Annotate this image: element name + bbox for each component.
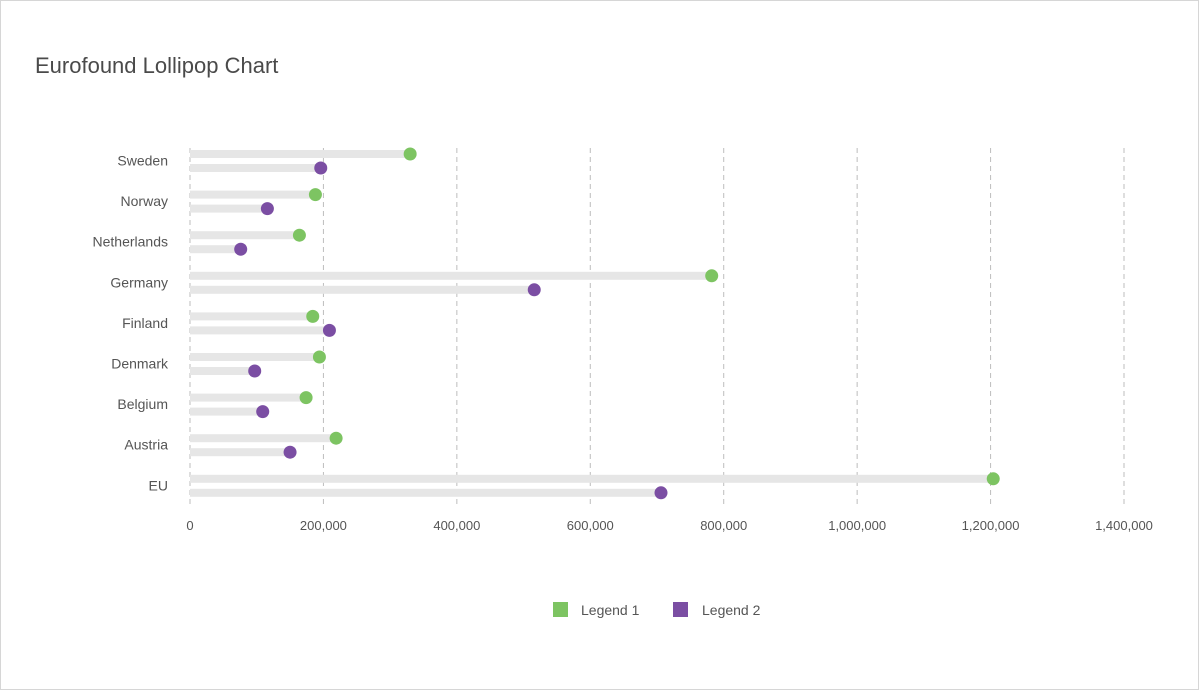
lollipop-dot (403, 147, 417, 161)
legend-item[interactable]: Legend 2 (673, 602, 761, 618)
x-tick-label: 800,000 (700, 518, 747, 533)
lollipop-dot (299, 391, 313, 405)
legend-swatch (673, 602, 688, 617)
dots (234, 147, 1000, 500)
category-label: Germany (110, 274, 168, 290)
x-tick-label: 200,000 (300, 518, 347, 533)
lollipop-dot (283, 445, 297, 459)
legend[interactable]: Legend 1 Legend 2 (553, 602, 761, 618)
lollipop-stem (190, 204, 268, 213)
x-tick-label: 1,200,000 (962, 518, 1020, 533)
lollipop-stem (190, 393, 307, 402)
category-label: EU (149, 477, 168, 493)
category-label: Denmark (111, 356, 169, 372)
lollipop-stem (190, 488, 662, 497)
x-tick-label: 400,000 (433, 518, 480, 533)
lollipop-stem (190, 367, 255, 375)
lollipop-stem (190, 434, 337, 443)
legend-item[interactable]: Legend 1 (553, 602, 640, 618)
x-tick-label: 1,400,000 (1095, 518, 1153, 533)
lollipop-dot (234, 242, 248, 256)
lollipop-stem (190, 285, 535, 294)
lollipop-stem (190, 353, 320, 361)
lollipop-stem (190, 190, 316, 199)
lollipop-dot (986, 472, 1000, 486)
lollipop-dot (256, 405, 270, 419)
gridlines (189, 148, 1125, 506)
x-axis-ticks: 0 200,000 400,000 600,000 800,000 1,000,000 1,… (186, 518, 1153, 533)
lollipop-stem (190, 448, 291, 457)
lollipop-stem (190, 474, 994, 483)
lollipop-dot (260, 202, 274, 216)
legend-label: Legend 2 (702, 602, 761, 618)
tracks (190, 150, 994, 497)
category-label: Netherlands (93, 234, 169, 250)
lollipop-dot (308, 188, 322, 202)
chart-title: Eurofound Lollipop Chart (35, 53, 279, 78)
category-label: Belgium (117, 396, 168, 412)
lollipop-dot (248, 364, 262, 378)
category-label: Austria (124, 437, 168, 453)
lollipop-stem (190, 164, 321, 172)
lollipop-stem (190, 312, 313, 321)
lollipop-dot (322, 323, 336, 337)
x-tick-label: 600,000 (567, 518, 614, 533)
category-labels: Sweden Norway Netherlands Germany Finland Den… (93, 153, 169, 494)
category-label: Sweden (117, 153, 168, 169)
lollipop-dot (314, 161, 328, 175)
lollipop-stem (190, 271, 712, 280)
x-tick-label: 0 (186, 518, 193, 533)
lollipop-dot (705, 269, 719, 283)
category-label: Finland (122, 315, 168, 331)
lollipop-stem (190, 407, 263, 416)
legend-label: Legend 1 (581, 602, 640, 618)
category-label: Norway (121, 193, 168, 209)
lollipop-dot (306, 309, 320, 323)
lollipop-dot (292, 228, 306, 242)
lollipop-dot (654, 486, 668, 500)
lollipop-stem (190, 231, 300, 240)
lollipop-dot (312, 350, 326, 364)
x-tick-label: 1,000,000 (828, 518, 886, 533)
lollipop-stem (190, 245, 241, 254)
lollipop-dot (527, 283, 541, 297)
lollipop-dot (329, 431, 343, 445)
legend-swatch (553, 602, 568, 617)
lollipop-stem (190, 150, 411, 158)
lollipop-stem (190, 326, 330, 335)
